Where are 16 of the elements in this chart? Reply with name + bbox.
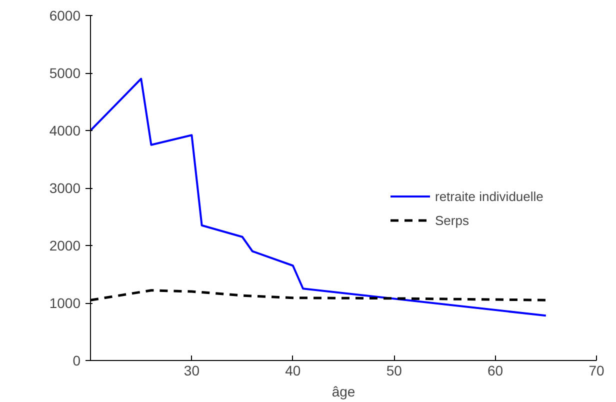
legend-label: retraite individuelle bbox=[435, 188, 544, 204]
y-tick-label: 5000 bbox=[49, 65, 81, 81]
x-tick-label: 40 bbox=[285, 362, 301, 378]
y-tick-label: 2000 bbox=[49, 238, 81, 254]
x-axis-title: âge bbox=[332, 384, 356, 400]
x-tick-label: 60 bbox=[488, 362, 504, 378]
y-tick-label: 3000 bbox=[49, 180, 81, 196]
x-tick-label: 70 bbox=[588, 362, 604, 378]
y-tick-label: 1000 bbox=[49, 295, 81, 311]
y-tick-label: 4000 bbox=[49, 122, 81, 138]
line-series bbox=[90, 78, 547, 317]
x-tick-label: 30 bbox=[184, 362, 200, 378]
legend-label: Serps bbox=[435, 212, 469, 228]
x-tick-label: 50 bbox=[386, 362, 402, 378]
y-tick-label: 0 bbox=[72, 352, 81, 368]
y-tick-label: 6000 bbox=[49, 8, 81, 24]
